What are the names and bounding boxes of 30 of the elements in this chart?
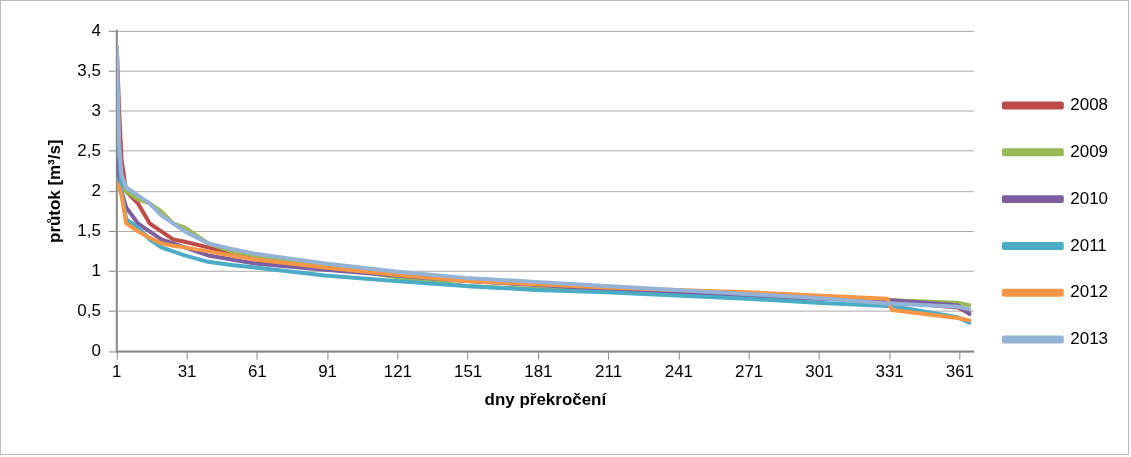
y-tick-label: 2: [91, 180, 101, 200]
y-tick-label: 2,5: [77, 140, 101, 160]
y-tick-label: 4: [91, 20, 101, 40]
x-tick-label: 331: [875, 362, 904, 382]
x-tick-label: 121: [383, 362, 412, 382]
x-axis-title: dny překročení: [484, 389, 608, 409]
x-tick-label: 181: [524, 362, 553, 382]
y-tick-label: 1,5: [77, 221, 101, 241]
legend-label: 2011: [1070, 235, 1107, 255]
legend-label: 2010: [1070, 188, 1109, 208]
x-tick-label: 61: [247, 362, 267, 382]
x-tick-label: 271: [734, 362, 764, 382]
y-tick-label: 0: [91, 341, 101, 361]
x-tick-label: 361: [945, 362, 975, 382]
y-tick-label: 1: [91, 261, 101, 281]
legend-label: 2013: [1070, 329, 1109, 349]
x-tick-label: 91: [318, 362, 338, 382]
y-tick-label: 3,5: [77, 60, 101, 80]
x-tick-label: 241: [664, 362, 694, 382]
x-tick-label: 31: [177, 362, 197, 382]
legend-label: 2008: [1070, 95, 1109, 115]
legend-label: 2009: [1070, 142, 1109, 161]
x-tick-label: 211: [595, 362, 623, 382]
x-tick-label: 301: [805, 362, 834, 382]
x-tick-label: 151: [453, 362, 483, 382]
y-tick-label: 3: [91, 100, 101, 120]
y-axis-title: průtok [m³/s]: [44, 139, 64, 243]
legend-label: 2012: [1070, 282, 1109, 302]
x-tick-label: 1: [112, 362, 122, 382]
y-tick-label: 0,5: [77, 301, 101, 321]
